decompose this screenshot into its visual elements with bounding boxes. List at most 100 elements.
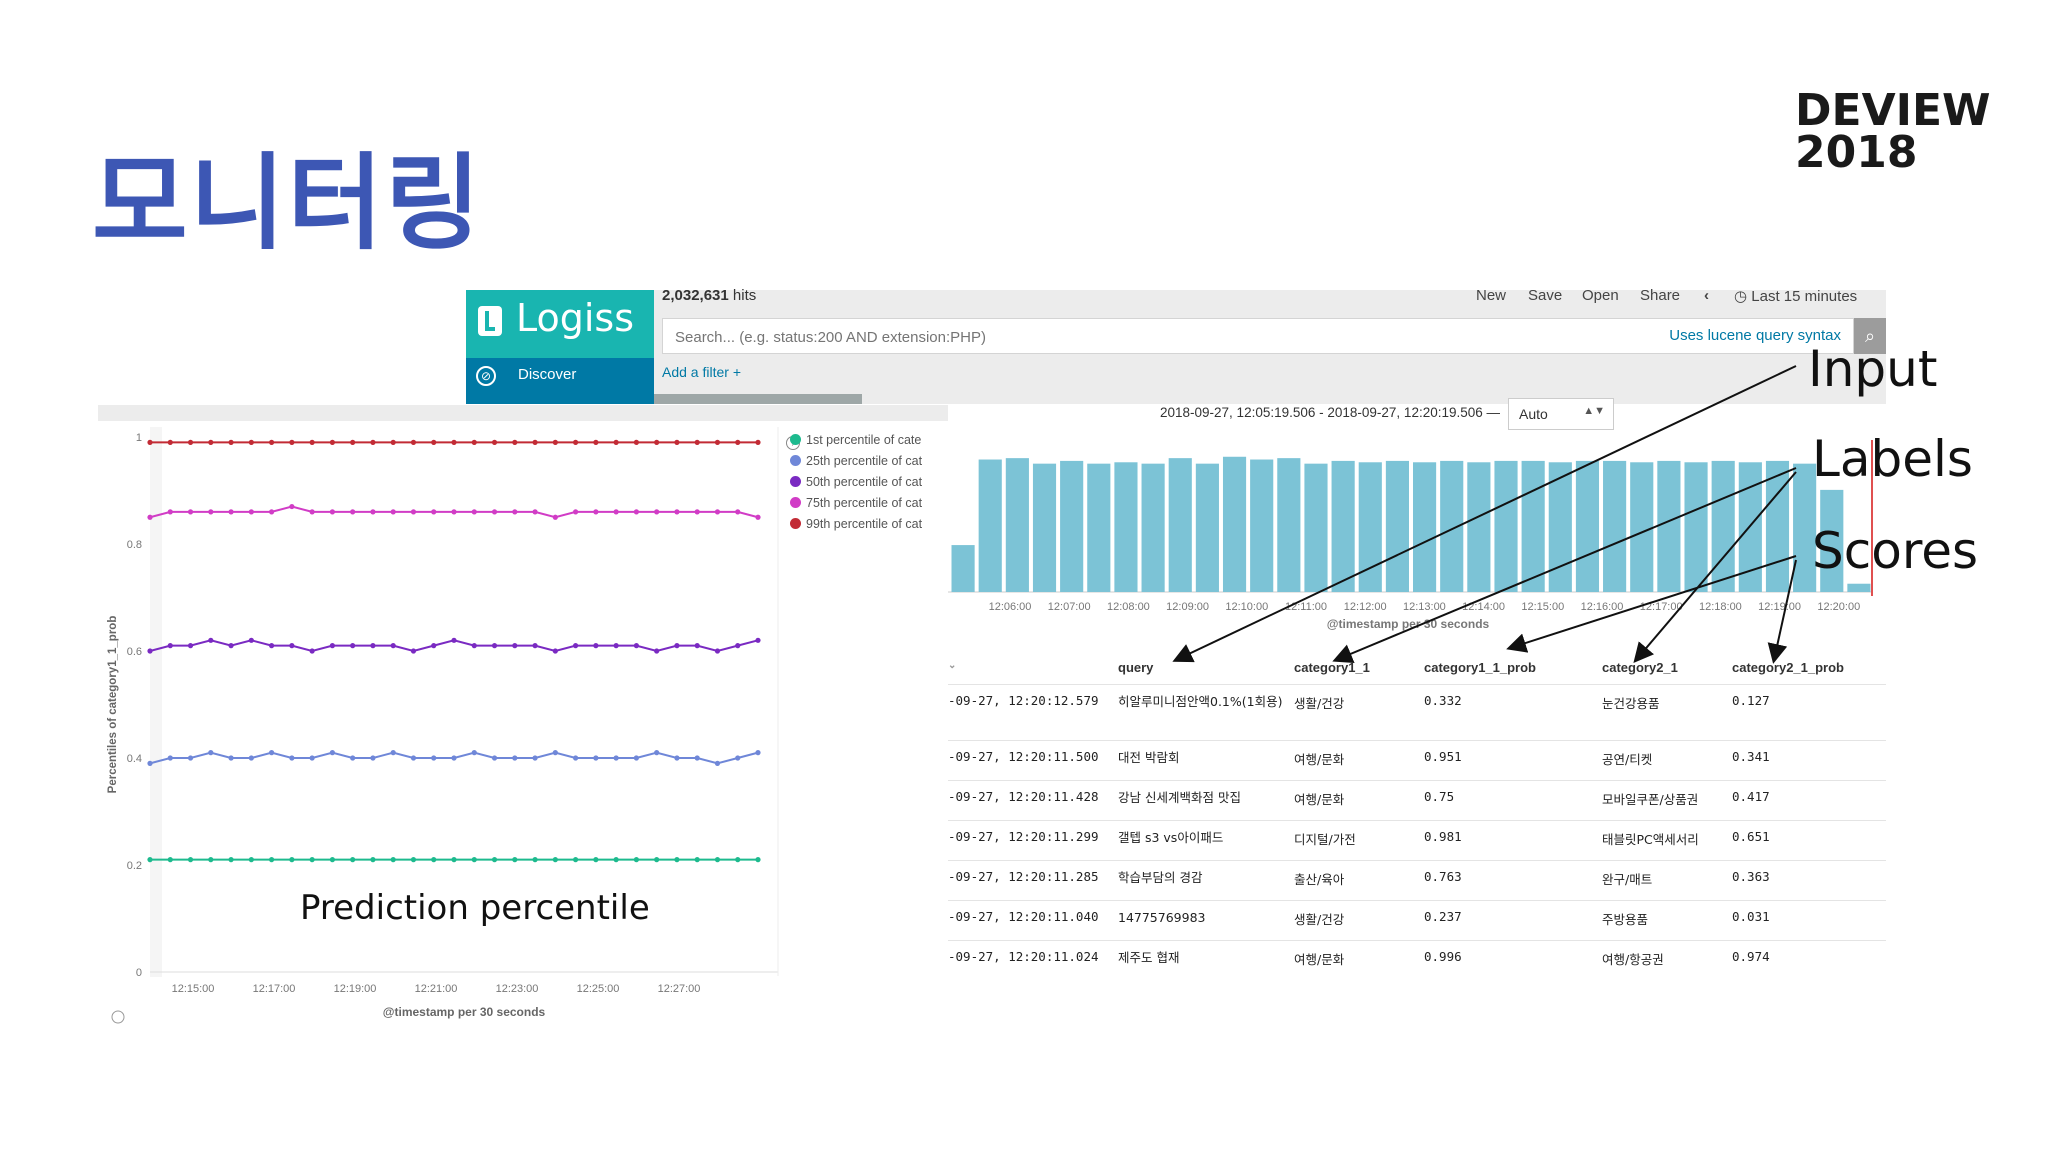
series-point [431,755,437,761]
series-point [552,439,558,445]
arrow-scores-category2-prob [1767,559,1797,664]
series-point [512,643,518,649]
menu-share[interactable]: Share [1640,287,1681,304]
nav-discover[interactable] [466,358,654,404]
histogram-bar [1385,460,1409,592]
histogram-bar [1494,460,1518,592]
arrow-scores-category1-prob [1506,555,1797,653]
series-point [309,857,315,863]
series-point [613,509,619,515]
add-filter-link[interactable]: Add a filter + [662,364,741,380]
y-tick-label: 0.6 [127,646,142,658]
histogram-bar [1657,460,1681,592]
series-point [248,755,254,761]
table-row[interactable]: -09-27, 12:20:11.285 학습부담의 경감 출산/육아 0.763 완구… [948,860,1886,901]
series-point [329,509,335,515]
lucene-syntax-link[interactable]: Uses lucene query syntax [1669,327,1841,344]
cell-category1-prob: 0.332 [1424,693,1462,708]
compass-icon: ⊘ [476,366,496,386]
series-point [350,643,356,649]
series-point [573,439,579,445]
labels-annotation: Labels [1812,430,1973,488]
series-point [390,509,396,515]
series-point [451,857,457,863]
series-point [471,643,477,649]
series-point [167,643,173,649]
interval-select[interactable]: Auto ▲▼ [1508,398,1614,430]
series-point [410,857,417,863]
search-input[interactable] [673,325,1577,349]
cell-time: -09-27, 12:20:11.024 [948,949,1099,964]
histogram-bar [1358,462,1382,592]
legend-item[interactable]: 1st percentile of cate [790,430,960,451]
histogram-bar [1793,463,1817,592]
legend-item[interactable]: 50th percentile of cat [790,472,960,493]
brand-line1: DEVIEW [1795,85,1991,136]
series-point [147,514,153,520]
legend-item[interactable]: 75th percentile of cat [790,493,960,514]
legend-item[interactable]: 99th percentile of cat [790,514,960,535]
table-row[interactable]: -09-27, 12:20:11.299 갤텝 s3 vs아이패드 디지털/가전 0.… [948,820,1886,861]
x-tick-label: 12:25:00 [577,983,620,995]
histogram-bar [1195,463,1219,592]
table-row[interactable]: -09-27, 12:20:11.024 제주도 협재 여행/문화 0.996 여행/항… [948,940,1886,981]
col-header-category2[interactable]: category2_1 [1602,660,1678,675]
brand-line2: 2018 [1795,127,1918,178]
series-point [187,439,194,445]
x-tick-label: 12:19:00 [334,983,377,995]
series-point [735,509,741,515]
series-point [714,439,721,445]
legend-label: 50th percentile of cat [806,475,923,489]
search-button[interactable]: ⌕ [1854,318,1886,354]
chevron-left-icon[interactable]: ‹ [1704,287,1709,304]
collapse-chevron-icon[interactable]: ⌄ [948,660,957,671]
series-point [714,760,721,766]
menu-open[interactable]: Open [1582,287,1619,304]
series-point [167,857,173,863]
series-point [187,643,194,649]
interval-value: Auto [1519,406,1548,422]
histogram-bar [1820,489,1844,592]
series-point [167,755,173,761]
series-point [654,857,660,863]
series-point [694,643,700,649]
menu-new[interactable]: New [1476,287,1507,304]
legend-dot [790,455,801,466]
series-point [147,648,153,654]
logiss-logo-text: Logiss [516,296,635,340]
table-row[interactable]: -09-27, 12:20:11.500 대전 박람회 여행/문화 0.951 공연/티… [948,740,1886,781]
series-point [532,755,538,761]
series-point [208,439,214,445]
histogram-x-tick: 12:08:00 [1107,601,1150,613]
table-row[interactable]: -09-27, 12:20:12.579 히알루미니점안액0.1%(1회용) 생활/… [948,684,1886,741]
series-point [289,643,295,649]
series-point [755,637,761,643]
series-point [573,643,579,649]
table-row[interactable]: -09-27, 12:20:11.428 강남 신세계백화점 맛집 여행/문화 0.7… [948,780,1886,821]
col-header-category1-prob[interactable]: category1_1_prob [1424,660,1536,675]
series-point [512,439,518,445]
series-point [491,755,498,761]
series-point [350,439,356,445]
series-point [228,439,234,445]
series-point [329,439,335,445]
series-point [654,648,660,654]
series-point [674,509,680,515]
cell-query: 학습부담의 경감 [1118,870,1203,885]
legend-item[interactable]: 25th percentile of cat [790,451,960,472]
histogram-bar [1575,460,1600,592]
deview-logo: DEVIEW 2018 [1795,85,1991,178]
cell-category1-prob: 0.75 [1424,789,1455,804]
col-header-query[interactable]: query [1118,660,1154,675]
cell-category1: 생활/건강 [1294,912,1345,927]
series-point [187,755,194,761]
time-picker[interactable]: ◷ Last 15 minutes [1734,287,1857,305]
cell-query: 대전 박람회 [1118,750,1180,765]
col-header-category2-prob[interactable]: category2_1_prob [1732,660,1844,675]
series-point [187,509,194,515]
series-point [309,648,315,654]
table-row[interactable]: -09-27, 12:20:11.040 14775769983 생활/건강 0.23… [948,900,1886,941]
menu-save[interactable]: Save [1528,287,1563,304]
col-header-category1[interactable]: category1_1 [1294,660,1370,675]
cell-category1: 여행/문화 [1294,792,1345,807]
